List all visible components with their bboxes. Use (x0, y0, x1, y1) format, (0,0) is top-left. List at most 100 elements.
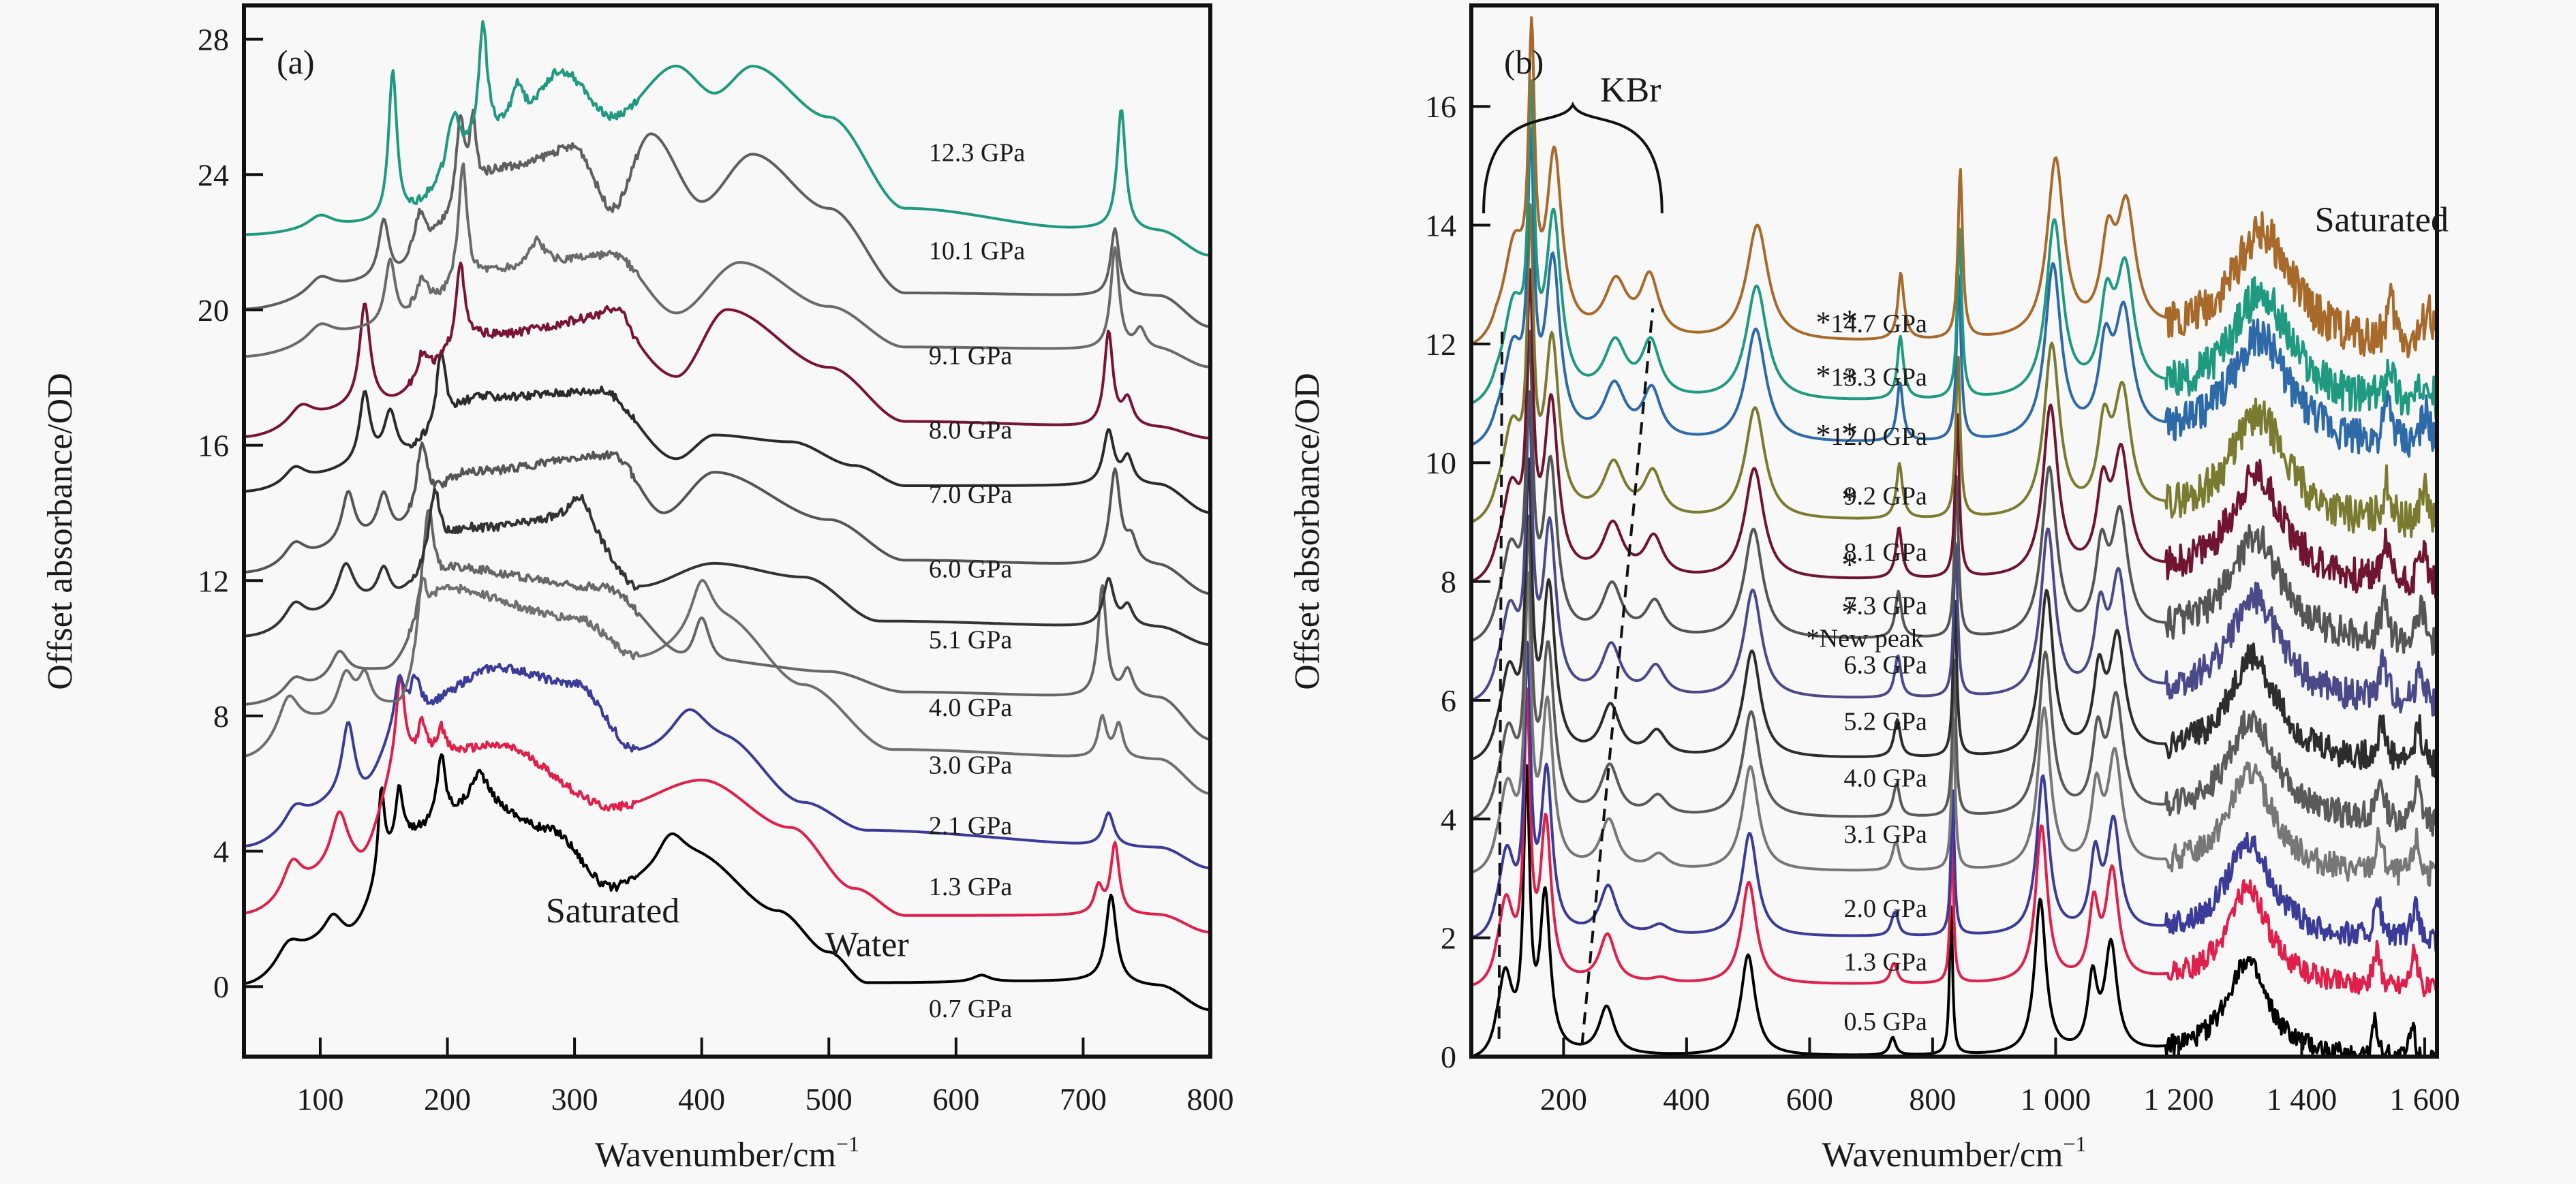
series-label-text: 8.1 GPa (1843, 538, 1927, 567)
series-label-text: 0.7 GPa (929, 995, 1013, 1023)
x-axis-title-sup: −1 (2063, 1132, 2086, 1156)
x-tick-label: 200 (424, 1082, 471, 1117)
y-axis-title: Offset absorbance/OD (41, 373, 80, 689)
series-line-0-7-GPa (244, 753, 1210, 1012)
y-tick-label: 0 (1441, 1040, 1456, 1074)
series-label-text: 2.1 GPa (929, 812, 1013, 841)
series-label: 2.1 GPa (929, 812, 1013, 841)
series-label-text: 13.3 GPa (1830, 363, 1927, 392)
x-tick-label: 500 (806, 1082, 853, 1117)
series-line-2-0-GPa (1471, 640, 2437, 952)
series-label: *13.3 GPa (1815, 359, 1927, 392)
x-tick-label: 600 (932, 1082, 979, 1117)
series-label-text: 6.0 GPa (929, 555, 1013, 583)
series-line-6-0-GPa (244, 441, 1210, 595)
series-line-7-3-GPa (1471, 329, 2437, 656)
annotation-saturated: Saturated (546, 892, 679, 931)
star-annotation: * (1841, 303, 1858, 339)
series-label: *12.0 GPa (1815, 418, 1927, 452)
y-tick-label: 24 (198, 157, 229, 192)
series-line-3-1-GPa (1471, 571, 2437, 887)
star-annotation: * (1841, 482, 1858, 518)
series-label-text: 8.0 GPa (929, 416, 1013, 445)
series-label-text: 2.0 GPa (1843, 894, 1927, 923)
series-label-text: 3.0 GPa (929, 751, 1013, 779)
x-axis-title-sup: −1 (836, 1132, 859, 1156)
series-line-9-1-GPa (244, 162, 1210, 369)
series-label: 9.1 GPa (929, 341, 1013, 370)
dashed-guide-line (1497, 326, 1504, 1039)
series-line-1-3-GPa (244, 675, 1210, 934)
series-label-text: 12.3 GPa (929, 138, 1026, 167)
y-axis-title: Offset absorbance/OD (1288, 373, 1327, 689)
y-tick-label: 12 (198, 563, 229, 598)
series-line-8-0-GPa (244, 261, 1210, 440)
series-line-7-0-GPa (244, 350, 1210, 514)
star-annotation: * (1841, 363, 1858, 399)
series-label-text: 3.1 GPa (1843, 820, 1927, 849)
star-marker: * (1815, 359, 1830, 392)
series-label: 8.1 GPa (1843, 538, 1927, 567)
x-tick-label: 100 (296, 1082, 343, 1117)
y-tick-label: 28 (198, 22, 229, 57)
x-tick-label: 700 (1060, 1082, 1107, 1117)
series-label: 4.0 GPa (1843, 764, 1927, 792)
y-tick-label: 16 (198, 429, 229, 463)
panel-label: (a) (277, 43, 315, 81)
series-line-8-1-GPa (1471, 268, 2437, 600)
series-line-9-2-GPa (1471, 203, 2437, 538)
series-label-text: 9.1 GPa (929, 341, 1013, 370)
x-axis-title-text: Wavenumber/cm (1822, 1136, 2064, 1174)
y-tick-label: 14 (1425, 208, 1456, 243)
panel-a: 100 200 300 400 500 600 700 800 0 4 8 12 16 20 24 28 Wav… (41, 3, 1234, 1174)
series-label-text: 10.1 GPa (929, 236, 1026, 265)
series-label-text: 0.5 GPa (1843, 1008, 1927, 1036)
star-annotation: * (1841, 595, 1858, 631)
plot-area (1471, 16, 2437, 1057)
series-label-text: 1.3 GPa (1843, 948, 1927, 977)
star-annotation: * (1841, 416, 1858, 452)
x-tick-label: 1 200 (2143, 1082, 2214, 1117)
series-label-text: 7.0 GPa (929, 480, 1013, 509)
x-tick-label: 400 (1663, 1082, 1710, 1117)
x-tick-label: 600 (1786, 1082, 1833, 1117)
x-axis-title-text: Wavenumber/cm (595, 1136, 836, 1174)
dashed-guide-line (1580, 308, 1655, 1045)
series-line-14-7-GPa (1471, 16, 2437, 358)
series-line-4-0-GPa (244, 508, 1210, 741)
series-label: 7.0 GPa (929, 480, 1013, 509)
series-line-1-3-GPa (1471, 687, 2437, 997)
series-line-12-3-GPa (244, 20, 1210, 257)
plot-area (244, 20, 1210, 1012)
series-label: 12.3 GPa (929, 138, 1026, 167)
y-tick-label: 8 (1441, 565, 1456, 599)
x-tick-label: 400 (678, 1082, 725, 1117)
series-label: 4.0 GPa (929, 694, 1013, 722)
y-tick-label: 16 (1425, 89, 1456, 124)
series-line-10-1-GPa (244, 108, 1210, 328)
axes-frame (1469, 3, 2439, 1059)
y-tick-label: 10 (1425, 446, 1456, 480)
x-tick-label: 800 (1909, 1082, 1956, 1117)
y-tick-label: 20 (198, 293, 229, 328)
series-label: 7.3 GPa (1843, 592, 1927, 621)
y-tick-label: 0 (213, 969, 229, 1004)
series-label-text: 1.3 GPa (929, 873, 1013, 901)
x-tick-label: 1 600 (2389, 1082, 2460, 1117)
y-tick-label: 2 (1441, 921, 1456, 956)
panel-label: (b) (1504, 43, 1544, 81)
series-line-5-1-GPa (244, 487, 1210, 646)
panel-b: 200 400 600 800 1 000 1 200 1 400 1 600 0 2 4 6 8 10 1… (1288, 3, 2460, 1174)
series-label: 2.0 GPa (1843, 894, 1927, 923)
series-label-text: 9.2 GPa (1843, 482, 1927, 510)
series-line-0-5-GPa (1471, 764, 2437, 1057)
series-label: 6.3 GPa (1843, 651, 1927, 680)
x-tick-label: 1 000 (2021, 1082, 2091, 1117)
x-tick-label: 800 (1187, 1082, 1234, 1117)
y-tick-label: 8 (213, 699, 229, 734)
star-marker: * (1815, 418, 1830, 452)
x-tick-label: 200 (1540, 1082, 1587, 1117)
kbr-brace (1482, 102, 1663, 214)
star-marker: * (1815, 305, 1830, 339)
series-label: 9.2 GPa (1843, 482, 1927, 510)
